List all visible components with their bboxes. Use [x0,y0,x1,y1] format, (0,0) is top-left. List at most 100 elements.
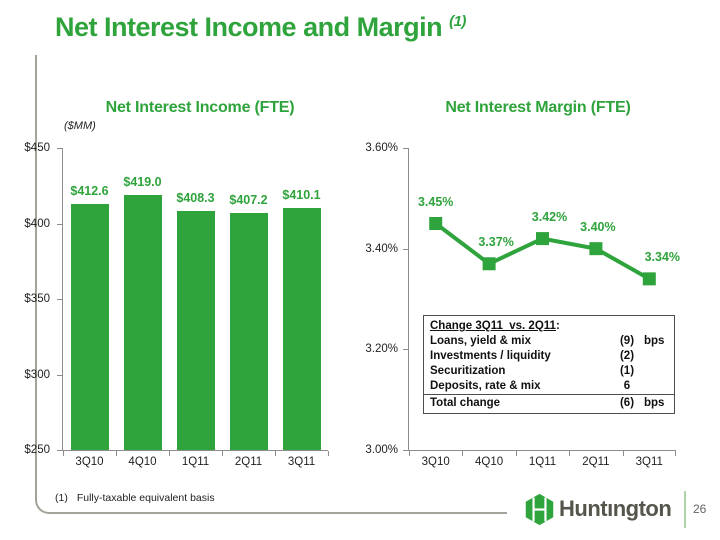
x-category-label: 1Q11 [528,456,557,468]
change-table-row: Loans, yield & mix (9) bps [424,334,674,349]
bar-value-label: $412.6 [70,184,109,199]
x-category-label: 3Q10 [421,456,450,468]
x-category-label: 4Q10 [128,456,157,468]
change-table: Change 3Q11 vs. 2Q11: Loans, yield & mix… [423,315,675,414]
point-value-label: 3.40% [580,219,616,234]
row-value: (9) [619,335,635,347]
bar-value-label: $410.1 [282,188,321,203]
data-point-marker [482,257,496,271]
x-tick-mark [569,451,571,456]
x-tick-mark [328,451,329,456]
data-point-marker [429,217,443,230]
row-unit [644,364,668,379]
x-category-label: 3Q11 [287,456,316,468]
point-value-label: 3.37% [478,234,514,249]
data-point-marker [536,232,549,246]
x-category-label: 3Q11 [635,456,663,468]
row-label: Securitization [430,365,506,377]
y-tick-label: $350 [24,293,50,305]
row-unit [644,349,668,364]
y-tick-label: 3.20% [365,343,398,356]
bar-3Q10 [70,204,109,450]
y-tick-label: $450 [24,142,50,154]
total-value: (6) [619,397,635,409]
y-tick-label: 3.60% [365,142,398,154]
line-chart-plot: 3.45% 3Q10 3.37% 4Q10 3.42% 1Q11 3.40% 2Q11 3.34… [403,148,680,468]
x-tick-mark [675,451,676,456]
bar-3Q11 [282,208,321,450]
x-tick-mark [275,451,276,456]
bar-2Q11 [229,212,268,450]
y-tick-label: $400 [24,217,50,230]
total-unit: bps [644,397,665,409]
y-tick-label: 3.00% [365,444,398,456]
x-tick-mark [622,451,624,456]
change-table-row: Securitization (1) [424,364,674,379]
bar-chart-y-axis-labels: $450 $400 $350 $300 $250 [8,142,56,456]
data-point-marker [642,272,656,286]
x-tick-mark [409,451,410,456]
x-tick-mark [222,451,223,456]
bar-chart-title: Net Interest Income (FTE) [105,99,295,116]
row-label: Loans, yield & mix [430,335,531,347]
margin-line-series [429,217,656,286]
footnote: (1) Fully-taxable equivalent basis [55,492,215,504]
y-tick-mark [57,299,62,300]
x-category-label: 3Q10 [75,456,104,468]
page-title-text: Net Interest Income and Margin [55,12,443,42]
page-title: Net Interest Income and Margin (1) [55,12,466,43]
x-category-label: 1Q11 [181,456,210,468]
y-tick-mark [57,374,62,376]
row-label: Investments / liquidity [430,350,551,362]
y-tick-label: 3.40% [365,242,398,255]
x-category-label: 2Q11 [582,456,610,468]
row-value: 6 [623,380,631,392]
bar-chart-plot: $412.6 3Q10 $419.0 4Q10 $408.3 1Q11 $407.2 2Q11… [57,148,329,468]
change-table-total-row: Total change (6) bps [424,394,674,413]
y-tick-mark [403,450,408,451]
footnote-marker: (1) [55,492,68,504]
line-chart-title: Net Interest Margin (FTE) [445,99,631,116]
footnote-text: Fully-taxable equivalent basis [76,492,215,504]
x-category-label: 2Q11 [234,456,263,468]
y-tick-label: $250 [24,444,50,456]
bar-value-label: $408.3 [176,190,215,205]
x-tick-mark [63,451,64,456]
y-tick-label: $300 [24,368,50,381]
x-tick-mark [515,451,517,456]
x-category-label: 4Q10 [475,456,504,468]
bar-value-label: $419.0 [123,174,162,189]
total-label: Total change [430,397,501,409]
point-value-label: 3.42% [531,209,568,224]
huntington-logo-text: Huntıngton [559,496,672,521]
x-tick-mark [169,451,170,456]
change-table-row: Investments / liquidity (2) [424,349,674,364]
y-tick-mark [57,450,62,451]
y-tick-mark [403,148,408,149]
bar-1Q11 [176,210,215,450]
bar-value-label: $407.2 [229,192,268,207]
change-table-heading: Change 3Q11 vs. 2Q11: [430,320,560,332]
point-value-label: 3.34% [644,249,681,264]
point-value-label: 3.45% [417,194,454,209]
data-point-marker [589,242,603,256]
row-value: (2) [619,350,635,362]
row-unit: bps [644,335,665,347]
bar-chart-unit-label: ($MM) [64,120,96,132]
slide-accent-line [35,55,507,514]
y-tick-mark [57,148,62,149]
row-unit [644,379,668,394]
y-tick-mark [403,349,408,351]
row-value: (1) [619,365,635,377]
y-tick-mark [403,248,408,250]
line-chart-y-axis-labels: 3.60% 3.40% 3.20% 3.00% [356,142,404,456]
y-tick-mark [57,223,62,225]
row-label: Deposits, rate & mix [430,380,541,392]
huntington-logo-icon [525,493,554,526]
x-tick-mark [462,451,464,456]
page-number: 26 [693,502,707,516]
change-table-row: Deposits, rate & mix 6 [424,379,674,394]
page-number-separator [684,491,686,528]
bar-4Q10 [123,194,162,450]
